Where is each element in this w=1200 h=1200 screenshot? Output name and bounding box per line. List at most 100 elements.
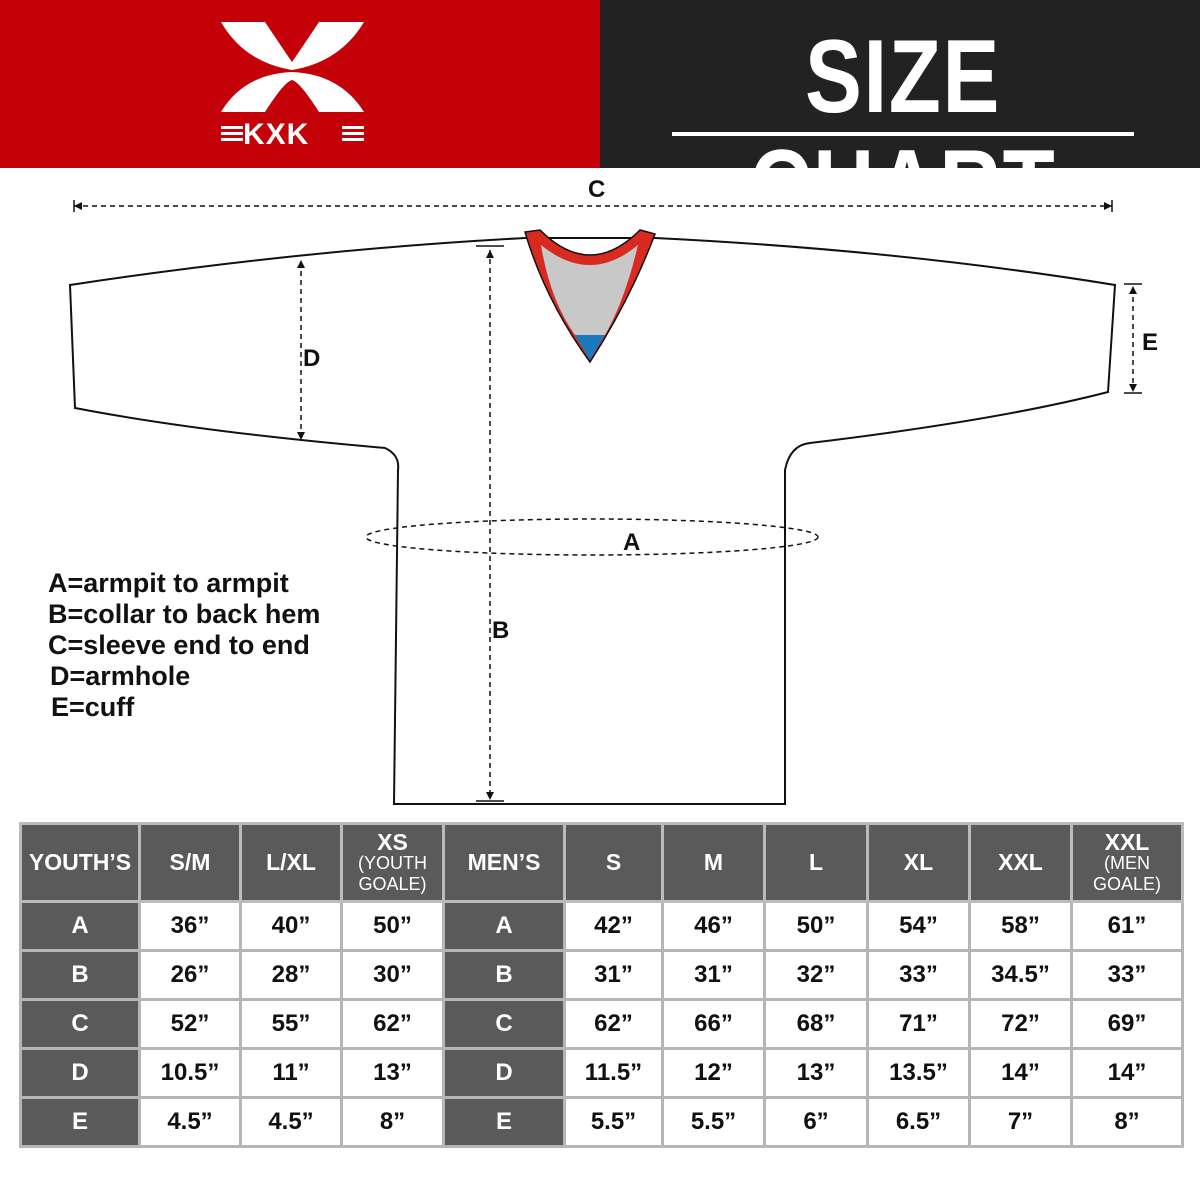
table-cell: 30” (340, 949, 445, 1001)
column-header-label: XL (903, 849, 934, 875)
table-cell: 50” (340, 900, 445, 952)
table-row: E 4.5” 4.5” 8” E 5.5” 5.5” 6” 6.5” 7” 8” (19, 1096, 1184, 1148)
kxk-logo-icon (221, 22, 364, 141)
jersey-outline (68, 237, 1117, 805)
table-cell: 28” (239, 949, 343, 1001)
legend-item: B=collar to back hem (48, 599, 321, 629)
table-cell: 14” (1070, 1047, 1184, 1099)
table-cell: 32” (763, 949, 869, 1001)
row-label: A (19, 900, 141, 952)
dimension-b-label: B (492, 617, 510, 644)
column-header: YOUTH’S (19, 822, 141, 903)
brand-banner: KXK (0, 0, 600, 168)
column-header: MEN’S (442, 822, 566, 903)
table-cell: 6” (763, 1096, 869, 1148)
column-header: M (661, 822, 766, 903)
table-cell: 11” (239, 1047, 343, 1099)
legend-item: A=armpit to armpit (48, 568, 289, 598)
title-underline (672, 132, 1134, 136)
legend-item: C=sleeve end to end (48, 630, 310, 660)
table-cell: 42” (563, 900, 664, 952)
title-banner (600, 0, 1200, 168)
table-cell: 62” (340, 998, 445, 1050)
table-cell: 33” (866, 949, 971, 1001)
table-cell: 33” (1070, 949, 1184, 1001)
table-cell: 5.5” (563, 1096, 664, 1148)
table-cell: 13.5” (866, 1047, 971, 1099)
table-cell: 8” (1070, 1096, 1184, 1148)
column-header-label: XS (377, 828, 408, 855)
table-cell: 12” (661, 1047, 766, 1099)
table-cell: 52” (138, 998, 242, 1050)
page-title: SIZE CHART (749, 19, 1057, 245)
column-header-label: M (703, 849, 724, 875)
column-header: S (563, 822, 664, 903)
column-header: XXL (MEN GOALE) (1070, 822, 1184, 903)
column-header: L/XL (239, 822, 343, 903)
table-cell: 58” (968, 900, 1073, 952)
table-cell: 69” (1070, 998, 1184, 1050)
column-header: XXL (968, 822, 1073, 903)
row-label: B (19, 949, 141, 1001)
table-cell: 13” (763, 1047, 869, 1099)
table-cell: 7” (968, 1096, 1073, 1148)
dimension-a-label: A (623, 529, 641, 556)
table-header-row: YOUTH’S S/M L/XL XS (YOUTH GOALE) MEN’S S M L XL X… (19, 822, 1184, 903)
table-cell: 72” (968, 998, 1073, 1050)
column-header-label: YOUTH’S (28, 849, 132, 875)
measurement-legend: A=armpit to armpit B=collar to back hem … (48, 568, 320, 723)
row-label: E (19, 1096, 141, 1148)
column-header-label: L (808, 849, 824, 875)
table-row: A 36” 40” 50” A 42” 46” 50” 54” 58” 61” (19, 900, 1184, 952)
table-cell: 71” (866, 998, 971, 1050)
table-cell: 13” (340, 1047, 445, 1099)
column-header: XS (YOUTH GOALE) (340, 822, 445, 903)
size-table: YOUTH’S S/M L/XL XS (YOUTH GOALE) MEN’S S M L XL X… (19, 822, 1184, 1148)
legend-item: E=cuff (51, 692, 135, 722)
dimension-c-label: C (588, 176, 606, 203)
table-cell: 40” (239, 900, 343, 952)
table-cell: 50” (763, 900, 869, 952)
table-cell: 14” (968, 1047, 1073, 1099)
jersey-diagram (68, 200, 1142, 805)
table-cell: 4.5” (138, 1096, 242, 1148)
table-row: B 26” 28” 30” B 31” 31” 32” 33” 34.5” 33” (19, 949, 1184, 1001)
column-header-sublabel: (YOUTH GOALE) (358, 852, 427, 894)
table-cell: 8” (340, 1096, 445, 1148)
table-cell: 4.5” (239, 1096, 343, 1148)
dimension-e-label: E (1142, 329, 1159, 356)
table-cell: 5.5” (661, 1096, 766, 1148)
column-header: XL (866, 822, 971, 903)
column-header-label: S/M (169, 849, 211, 875)
table-cell: 62” (563, 998, 664, 1050)
table-cell: 34.5” (968, 949, 1073, 1001)
table-row: C 52” 55” 62” C 62” 66” 68” 71” 72” 69” (19, 998, 1184, 1050)
table-row: D 10.5” 11” 13” D 11.5” 12” 13” 13.5” 14” 14” (19, 1047, 1184, 1099)
column-header-label: L/XL (266, 849, 316, 875)
column-header-label: XXL (1104, 828, 1150, 855)
table-cell: 66” (661, 998, 766, 1050)
legend-item: D=armhole (50, 661, 191, 691)
table-cell: 31” (661, 949, 766, 1001)
table-cell: 54” (866, 900, 971, 952)
row-label: A (442, 900, 566, 952)
column-header: L (763, 822, 869, 903)
row-label: B (442, 949, 566, 1001)
table-cell: 31” (563, 949, 664, 1001)
column-header-label: XXL (998, 849, 1043, 875)
table-cell: 61” (1070, 900, 1184, 952)
column-header-label: S (605, 849, 622, 875)
column-header-sublabel: (MEN GOALE) (1092, 852, 1162, 894)
dimension-d-label: D (303, 345, 321, 372)
table-cell: 46” (661, 900, 766, 952)
row-label: D (442, 1047, 566, 1099)
row-label: E (442, 1096, 566, 1148)
table-cell: 68” (763, 998, 869, 1050)
table-cell: 26” (138, 949, 242, 1001)
table-cell: 10.5” (138, 1047, 242, 1099)
table-cell: 55” (239, 998, 343, 1050)
row-label: C (442, 998, 566, 1050)
column-header-label: MEN’S (467, 849, 541, 875)
table-cell: 6.5” (866, 1096, 971, 1148)
row-label: C (19, 998, 141, 1050)
